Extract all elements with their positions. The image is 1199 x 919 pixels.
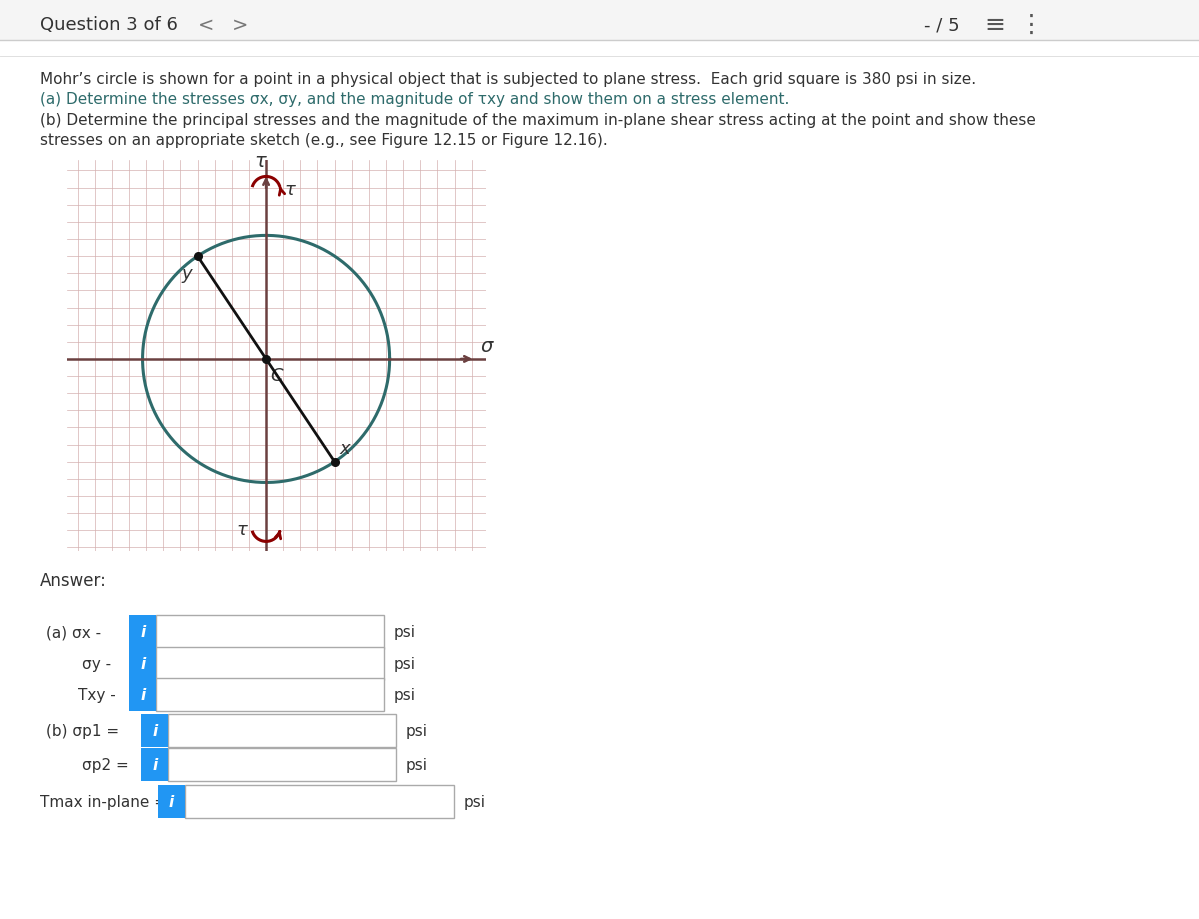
Text: ⋮: ⋮ xyxy=(1019,13,1043,38)
Text: i: i xyxy=(152,723,157,738)
Text: τ: τ xyxy=(236,520,247,539)
Text: i: i xyxy=(140,687,145,702)
Text: σp2 =: σp2 = xyxy=(82,757,128,772)
Bar xyxy=(156,647,384,680)
Text: τ: τ xyxy=(285,181,296,199)
Text: σ: σ xyxy=(481,336,493,356)
Text: Txy -: Txy - xyxy=(78,687,115,702)
Text: psi: psi xyxy=(393,656,415,671)
Text: (a) Determine the stresses σx, σy, and the magnitude of τxy and show them on a s: (a) Determine the stresses σx, σy, and t… xyxy=(40,92,789,107)
Text: psi: psi xyxy=(405,723,427,738)
Text: i: i xyxy=(152,757,157,772)
Text: psi: psi xyxy=(405,757,427,772)
Text: Question 3 of 6: Question 3 of 6 xyxy=(40,17,177,34)
Text: Mohr’s circle is shown for a point in a physical object that is subjected to pla: Mohr’s circle is shown for a point in a … xyxy=(40,72,976,86)
Text: i: i xyxy=(140,625,145,640)
Text: i: i xyxy=(140,656,145,671)
Bar xyxy=(129,678,156,711)
Text: ≡: ≡ xyxy=(984,13,1006,38)
Text: <: < xyxy=(198,16,215,35)
Text: stresses on an appropriate sketch (e.g., see Figure 12.15 or Figure 12.16).: stresses on an appropriate sketch (e.g.,… xyxy=(40,133,608,148)
Bar xyxy=(129,647,156,680)
Text: (b) Determine the principal stresses and the magnitude of the maximum in-plane s: (b) Determine the principal stresses and… xyxy=(40,113,1036,128)
Text: (a) σx -: (a) σx - xyxy=(46,625,101,640)
Text: >: > xyxy=(231,16,248,35)
Text: i: i xyxy=(169,794,174,809)
Text: σy -: σy - xyxy=(82,656,110,671)
Text: τ: τ xyxy=(254,152,266,170)
Text: psi: psi xyxy=(393,687,415,702)
Bar xyxy=(156,678,384,711)
Text: y: y xyxy=(182,265,192,282)
Text: Answer:: Answer: xyxy=(40,572,107,590)
Bar xyxy=(168,748,396,781)
Bar xyxy=(141,714,168,747)
Text: psi: psi xyxy=(464,794,486,809)
Bar xyxy=(168,714,396,747)
Text: psi: psi xyxy=(393,625,415,640)
Bar xyxy=(158,785,185,818)
Text: C: C xyxy=(270,367,283,385)
Text: (b) σp1 =: (b) σp1 = xyxy=(46,723,119,738)
Bar xyxy=(0,0,1199,41)
Text: - / 5: - / 5 xyxy=(923,17,959,34)
Text: Tmax in-plane =: Tmax in-plane = xyxy=(40,794,167,809)
Bar xyxy=(129,616,156,649)
Bar xyxy=(141,748,168,781)
Bar xyxy=(185,785,454,818)
Bar xyxy=(156,616,384,649)
Text: x: x xyxy=(339,439,350,457)
